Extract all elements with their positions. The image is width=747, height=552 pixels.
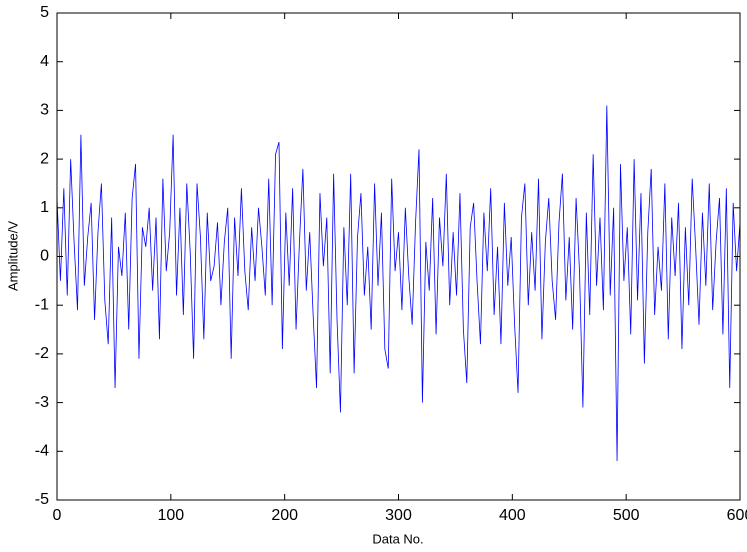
x-tick-label: 200 bbox=[271, 507, 298, 524]
y-tick-label: -3 bbox=[35, 394, 49, 411]
y-tick-label: 4 bbox=[40, 53, 49, 70]
y-tick-label: 0 bbox=[40, 248, 49, 265]
y-axis-label: Amplitude/V bbox=[5, 221, 20, 291]
y-tick-label: -2 bbox=[35, 345, 49, 362]
x-tick-label: 100 bbox=[157, 507, 184, 524]
y-tick-label: 5 bbox=[40, 4, 49, 21]
x-tick-label: 600 bbox=[727, 507, 747, 524]
y-tick-label: 1 bbox=[40, 199, 49, 216]
x-tick-label: 0 bbox=[53, 507, 62, 524]
x-tick-label: 500 bbox=[613, 507, 640, 524]
y-tick-label: -1 bbox=[35, 296, 49, 313]
data-line bbox=[56, 105, 741, 462]
y-tick-label: 3 bbox=[40, 102, 49, 119]
y-tick-label: 2 bbox=[40, 150, 49, 167]
x-tick-label: 400 bbox=[499, 507, 526, 524]
y-tick-label: -4 bbox=[35, 443, 49, 460]
x-axis-label: Data No. bbox=[372, 531, 423, 546]
y-tick-label: -5 bbox=[35, 491, 49, 508]
x-tick-label: 300 bbox=[385, 507, 412, 524]
